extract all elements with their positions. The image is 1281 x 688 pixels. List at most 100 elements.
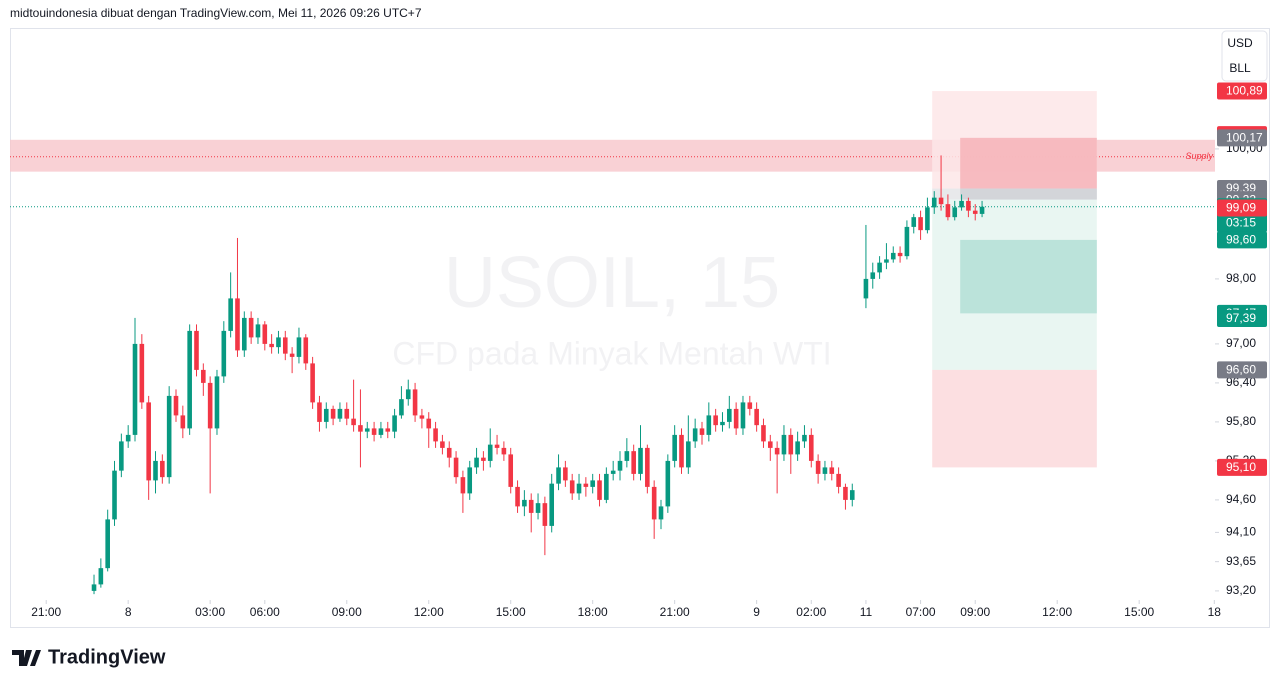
price-countdown: 03:15: [1226, 215, 1256, 229]
candle-body: [112, 470, 117, 520]
candle-body: [426, 418, 432, 429]
candle-body: [959, 200, 964, 208]
candle-body: [467, 467, 473, 494]
candle-body: [528, 499, 534, 513]
candle-body: [289, 353, 295, 357]
candle-body: [235, 298, 240, 351]
candle-body: [214, 376, 220, 429]
candle-body: [481, 457, 486, 461]
position-zone: [960, 137, 1097, 189]
price-label: 100,89: [1226, 84, 1263, 98]
price-label-box: [1217, 458, 1267, 476]
candle-body: [890, 252, 896, 260]
y-tick-label: 93,20: [1226, 583, 1256, 597]
candle-body: [699, 428, 705, 435]
candle-body: [740, 402, 746, 429]
candle-body: [433, 428, 438, 442]
candle-body: [972, 210, 978, 214]
candle-body: [344, 408, 350, 419]
x-tick-label: 02:00: [796, 605, 826, 619]
candle-body: [323, 408, 329, 422]
x-tick-label: 12:00: [1042, 605, 1072, 619]
candle-body: [440, 441, 445, 448]
candle-body: [651, 486, 657, 520]
candle-body: [535, 503, 541, 513]
drawings-layer: Supply: [10, 91, 1215, 468]
y-tick-label: 95,80: [1226, 414, 1256, 428]
plot-layer: 100,0098,0097,0096,4095,8095,2094,6094,1…: [10, 82, 1267, 619]
candle-body: [979, 206, 985, 214]
price-label: 97,39: [1226, 311, 1256, 325]
candle-body: [371, 428, 377, 435]
candle-body: [679, 434, 684, 468]
candle-body: [364, 428, 370, 432]
logo-icon: [12, 650, 41, 666]
candle-body: [296, 337, 302, 357]
candle-body: [207, 382, 213, 429]
candle-body: [706, 415, 712, 435]
candle-body: [617, 460, 623, 471]
candle-body: [563, 467, 568, 481]
candle-body: [952, 207, 958, 218]
candle-body: [911, 217, 917, 227]
candle-body: [494, 444, 500, 448]
candle-body: [303, 337, 309, 364]
candle-body: [713, 415, 718, 426]
candle-body: [938, 197, 944, 205]
candle-body: [904, 226, 910, 257]
candle-body: [849, 490, 855, 500]
candle-body: [405, 389, 411, 400]
candle-body: [925, 207, 930, 231]
candle-body: [194, 330, 199, 370]
x-tick-label: 11: [860, 605, 873, 619]
candle-body: [337, 408, 343, 419]
candle-body: [829, 467, 835, 474]
price-label: 99,09: [1226, 201, 1256, 215]
price-label: 98,60: [1226, 233, 1256, 247]
candle-body: [330, 408, 336, 419]
chart-frame: [10, 28, 1270, 628]
candle-body: [549, 483, 555, 526]
x-tick-label: 09:00: [332, 605, 362, 619]
candle-body: [897, 252, 903, 257]
candle-body: [788, 434, 794, 455]
candle-body: [918, 217, 923, 231]
x-tick-label: 8: [125, 605, 132, 619]
candle-body: [187, 330, 192, 429]
candle-body: [597, 480, 602, 500]
candle-body: [843, 486, 848, 500]
candle-body: [733, 408, 739, 429]
candle-body: [624, 451, 630, 461]
candle-body: [556, 467, 561, 484]
candle-body: [119, 441, 124, 471]
candle-body: [351, 418, 356, 426]
candle-body: [747, 402, 753, 409]
currency-button[interactable]: USD: [1227, 36, 1253, 50]
candle-body: [877, 262, 882, 273]
watermark-description: CFD pada Minyak Mentah WTI: [392, 335, 831, 371]
currency-box[interactable]: [1221, 30, 1268, 82]
candle-body: [125, 434, 131, 442]
candle-body: [317, 402, 322, 422]
candle-body: [863, 278, 869, 299]
candle-body: [610, 470, 616, 474]
candle-body: [631, 451, 636, 474]
candle-body: [569, 480, 575, 494]
currency-button[interactable]: BLL: [1229, 61, 1251, 75]
watermark-symbol: USOIL, 15: [444, 243, 780, 323]
candle-body: [692, 428, 698, 442]
candle-body: [282, 337, 288, 354]
candle-body: [228, 298, 233, 331]
x-tick-label: 21:00: [31, 605, 61, 619]
candle-body: [412, 389, 418, 416]
candle-body: [153, 460, 158, 481]
candle-body: [767, 441, 773, 448]
price-label-box: [1217, 231, 1267, 249]
candle-body: [358, 425, 363, 432]
candle-body: [399, 399, 404, 416]
candle-body: [392, 415, 397, 432]
x-tick-label: 12:00: [414, 605, 444, 619]
candle-body: [255, 324, 261, 338]
position-zone: [960, 239, 1097, 314]
